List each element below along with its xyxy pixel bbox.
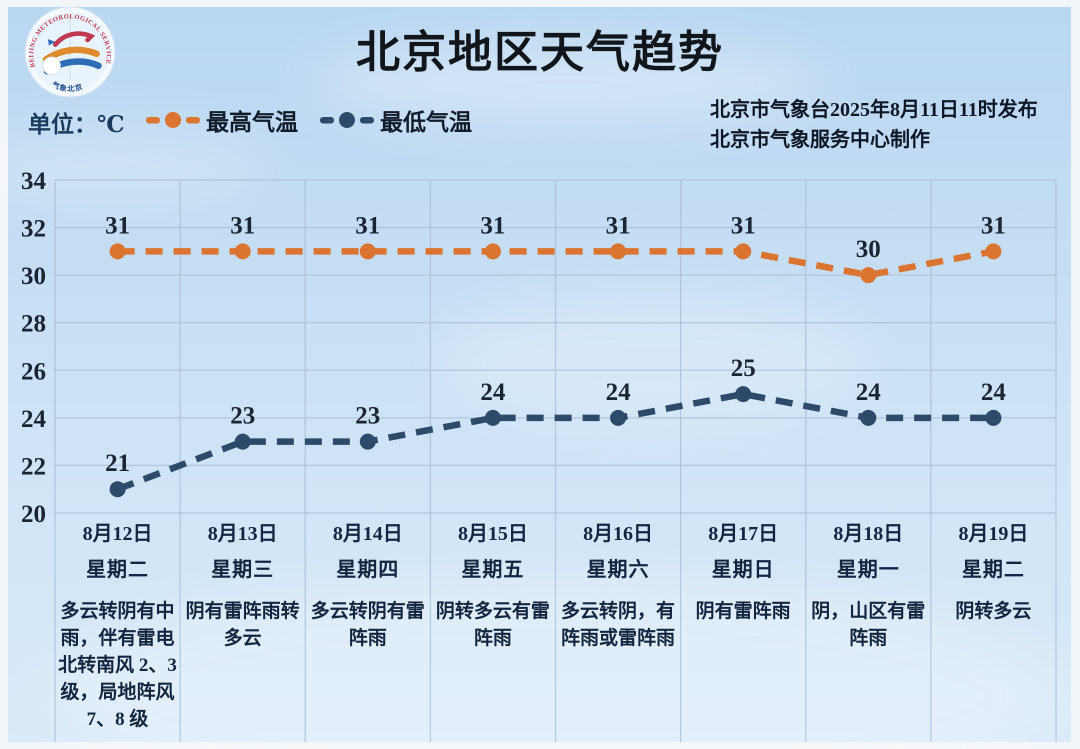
issued-line-1: 北京市气象台2025年8月11日11时发布 <box>710 99 1038 121</box>
cloud-decoration <box>438 297 868 427</box>
page-title: 北京地区天气趋势 <box>356 28 724 77</box>
logo-bird <box>47 39 56 46</box>
logo-globe <box>42 56 61 76</box>
day-weekday: 星期一 <box>836 559 900 581</box>
day-date: 8月19日 <box>958 523 1029 545</box>
day-date: 8月15日 <box>457 523 528 545</box>
day-date: 8月18日 <box>833 523 904 545</box>
day-weekday: 星期六 <box>586 559 650 581</box>
day-date: 8月13日 <box>207 523 278 545</box>
issued-line-2: 北京市气象服务中心制作 <box>710 129 930 151</box>
day-weekday: 星期日 <box>711 559 775 581</box>
beijing-meteorological-service-logo: BEIJING METEOROLOGICAL SERVICE 气象北京 <box>24 6 116 98</box>
day-date: 8月17日 <box>708 523 779 545</box>
day-weekday: 星期五 <box>461 559 525 581</box>
legend-label-min-temp: 最低气温 <box>380 110 472 135</box>
day-column: 8月17日星期日阴有雷阵雨 <box>681 522 806 625</box>
day-weekday: 星期四 <box>336 559 400 581</box>
min-temp-line-marker-icon <box>320 112 374 128</box>
day-weather-desc: 多云转阴有雷阵雨 <box>310 601 425 649</box>
day-date: 8月12日 <box>82 523 153 545</box>
day-weather-desc: 阴有雷阵雨转多云 <box>185 601 300 649</box>
cloud-decoration <box>0 127 268 207</box>
day-column: 8月18日星期一阴，山区有雷阵雨 <box>806 522 931 652</box>
unit-label: 单位：℃ <box>28 112 125 137</box>
day-column: 8月12日星期二多云转阴有中雨，伴有雷电北转南风 2、3 级，局地阵风 7、8 … <box>55 522 180 733</box>
day-weekday: 星期三 <box>211 559 275 581</box>
day-weather-desc: 阴有雷阵雨 <box>695 601 791 622</box>
day-weekday: 星期二 <box>961 559 1025 581</box>
day-date: 8月16日 <box>583 523 654 545</box>
legend-label-max-temp: 最高气温 <box>206 110 298 135</box>
day-date: 8月14日 <box>332 523 403 545</box>
day-column: 8月15日星期五阴转多云有雷阵雨 <box>430 522 555 652</box>
day-weather-desc: 多云转阴有中雨，伴有雷电北转南风 2、3 级，局地阵风 7、8 级 <box>58 601 177 730</box>
chart-legend: 最高气温 最低气温 <box>146 103 472 137</box>
day-weekday: 星期二 <box>86 559 150 581</box>
day-column: 8月13日星期三阴有雷阵雨转多云 <box>180 522 305 652</box>
legend-item-min-temp: 最低气温 <box>320 103 472 137</box>
day-column: 8月16日星期六多云转阴，有阵雨或雷阵雨 <box>556 522 681 652</box>
legend-item-max-temp: 最高气温 <box>146 103 298 137</box>
issued-info: 北京市气象台2025年8月11日11时发布 北京市气象服务中心制作 <box>710 95 1038 155</box>
logo-red-swoosh <box>52 31 96 47</box>
day-column: 8月19日星期二阴转多云 <box>931 522 1056 625</box>
day-weather-desc: 阴转多云有雷阵雨 <box>435 601 550 649</box>
cloud-decoration <box>308 42 828 122</box>
day-column: 8月14日星期四多云转阴有雷阵雨 <box>305 522 430 652</box>
day-weather-desc: 阴，山区有雷阵雨 <box>811 601 926 649</box>
day-weather-desc: 多云转阴，有阵雨或雷阵雨 <box>561 601 676 649</box>
day-weather-desc: 阴转多云 <box>955 601 1032 622</box>
sky-background <box>0 7 1071 749</box>
max-temp-line-marker-icon <box>146 112 200 128</box>
